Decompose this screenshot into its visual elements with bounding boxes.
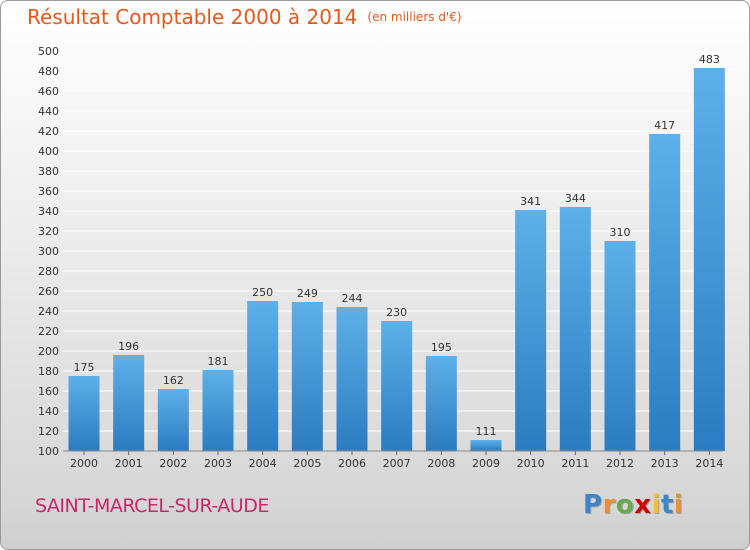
bar-value-label: 310 <box>610 226 631 239</box>
x-tick-label: 2010 <box>517 457 545 470</box>
x-tick-label: 2005 <box>293 457 321 470</box>
bar-value-label: 111 <box>476 425 497 438</box>
chart-title-text: Résultat Comptable 2000 à 2014 <box>27 5 358 29</box>
y-tick-label: 100 <box>38 445 59 458</box>
value-labels: 175 196 162 181 250 249 244 230 195 111 341 344 310 4… <box>74 53 720 438</box>
bar-value-label: 244 <box>342 292 363 305</box>
bar-value-label: 230 <box>386 306 407 319</box>
y-tick-label: 320 <box>38 225 59 238</box>
x-tick-label: 2003 <box>204 457 232 470</box>
x-tick-label: 2006 <box>338 457 366 470</box>
logo-letter: o <box>615 490 635 520</box>
x-tick-label: 2009 <box>472 457 500 470</box>
bar-value-label: 250 <box>252 286 273 299</box>
y-tick-label: 500 <box>38 45 59 58</box>
logo-letter: r <box>602 490 616 520</box>
y-tick-label: 240 <box>38 305 59 318</box>
y-tick-label: 280 <box>38 265 59 278</box>
y-tick-label: 340 <box>38 205 59 218</box>
bar-value-label: 162 <box>163 374 184 387</box>
logo-letter: i <box>673 490 684 520</box>
y-tick-label: 300 <box>38 245 59 258</box>
y-tick-label: 460 <box>38 85 59 98</box>
x-tick-label: 2004 <box>249 457 277 470</box>
bar-value-label: 195 <box>431 341 452 354</box>
y-tick-label: 160 <box>38 385 59 398</box>
y-axis-ticks: 100 120 140 160 180 200 220 240 260 280 300 320 340 3… <box>38 45 59 458</box>
y-tick-label: 180 <box>38 365 59 378</box>
bar-value-label: 249 <box>297 287 318 300</box>
bar-value-label: 341 <box>520 195 541 208</box>
proxiti-logo: Proxiti <box>583 490 683 520</box>
bar-value-label: 344 <box>565 192 586 205</box>
x-tick-label: 2002 <box>159 457 187 470</box>
y-tick-label: 400 <box>38 145 59 158</box>
bar <box>381 321 413 451</box>
commune-name: SAINT-MARCEL-SUR-AUDE <box>35 495 269 517</box>
y-tick-label: 200 <box>38 345 59 358</box>
y-tick-label: 420 <box>38 125 59 138</box>
bar <box>336 307 368 451</box>
bar <box>247 301 279 451</box>
logo-letter: x <box>634 490 652 520</box>
y-tick-label: 220 <box>38 325 59 338</box>
bar <box>470 440 502 451</box>
bar <box>157 389 189 451</box>
y-tick-label: 380 <box>38 165 59 178</box>
bars <box>68 68 725 451</box>
bar <box>649 134 681 451</box>
x-tick-label: 2001 <box>115 457 143 470</box>
bar-value-label: 417 <box>654 119 675 132</box>
bar <box>202 370 234 451</box>
bar-value-label: 483 <box>699 53 720 66</box>
bar <box>604 241 636 451</box>
y-tick-label: 360 <box>38 185 59 198</box>
bar <box>113 355 145 451</box>
x-tick-label: 2007 <box>383 457 411 470</box>
y-tick-label: 140 <box>38 405 59 418</box>
chart-title: Résultat Comptable 2000 à 2014 (en millie… <box>27 5 462 29</box>
x-tick-label: 2008 <box>427 457 455 470</box>
logo-letter: t <box>660 490 674 520</box>
bar-value-label: 196 <box>118 340 139 353</box>
logo-letter: P <box>583 490 603 520</box>
chart-subtitle: (en milliers d'€) <box>367 10 462 24</box>
bar <box>559 207 591 451</box>
bar-value-label: 175 <box>74 361 95 374</box>
bar <box>68 376 100 451</box>
x-tick-label: 2011 <box>561 457 589 470</box>
bar <box>515 210 547 451</box>
bar <box>693 68 725 451</box>
y-tick-label: 120 <box>38 425 59 438</box>
x-tick-label: 2014 <box>695 457 723 470</box>
y-tick-label: 260 <box>38 285 59 298</box>
y-tick-label: 480 <box>38 65 59 78</box>
bar-value-label: 181 <box>208 355 229 368</box>
x-axis-ticks: 2000 2001 2002 2003 2004 2005 2006 2007 2008 2009… <box>63 450 723 470</box>
bar <box>425 356 457 451</box>
logo-letter: i <box>651 490 661 520</box>
x-tick-label: 2013 <box>651 457 679 470</box>
x-tick-label: 2000 <box>70 457 98 470</box>
x-tick-label: 2012 <box>606 457 634 470</box>
bar <box>291 302 323 451</box>
y-tick-label: 440 <box>38 105 59 118</box>
